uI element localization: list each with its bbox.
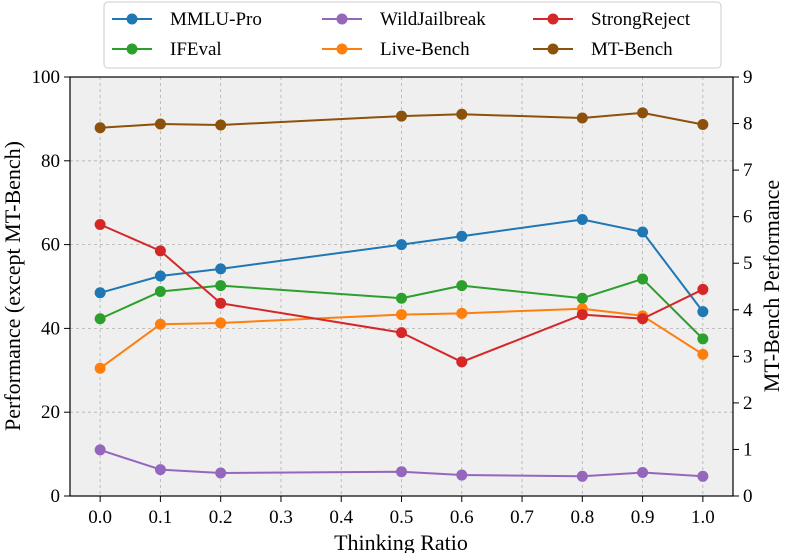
legend-swatch-marker-live-bench bbox=[336, 43, 348, 55]
y-right-tick-label: 8 bbox=[743, 114, 753, 135]
y-left-tick-label: 60 bbox=[41, 235, 60, 256]
data-point-mt-bench bbox=[697, 118, 709, 130]
axes: 0.0 0.1 0.2 0.3 0.4 0.5 0.6 0.7 0.8 0.9 1.00204060… bbox=[32, 67, 754, 528]
series-line-wildjailbreak bbox=[99, 448, 703, 478]
data-point-mmlu-pro bbox=[396, 239, 407, 251]
x-tick-label: 0.3 bbox=[269, 507, 293, 528]
x-tick-label: 0.6 bbox=[450, 507, 474, 528]
series-line-mmlu-pro bbox=[99, 218, 704, 313]
legend-label-mmlu-pro: MMLU-Pro bbox=[170, 9, 262, 30]
legend-label-live-bench: Live-Bench bbox=[380, 39, 470, 60]
data-point-strongreject bbox=[576, 309, 588, 321]
data-point-live-bench bbox=[94, 362, 106, 374]
data-point-ifeval bbox=[637, 273, 649, 285]
y-left-tick-label: 100 bbox=[32, 67, 61, 88]
y-right-tick-label: 3 bbox=[743, 346, 753, 367]
data-point-wildjailbreak bbox=[94, 444, 106, 456]
y-right-tick-label: 5 bbox=[743, 253, 753, 274]
data-point-mmlu-pro bbox=[154, 270, 166, 282]
data-point-live-bench bbox=[396, 309, 407, 321]
y-right-tick-label: 9 bbox=[743, 67, 753, 88]
y-axis-label-right: MT-Bench Performance bbox=[759, 180, 784, 392]
y-right-tick-label: 6 bbox=[743, 207, 753, 228]
y-left-tick-label: 20 bbox=[41, 402, 60, 423]
x-tick-label: 0.8 bbox=[570, 507, 594, 528]
data-point-mt-bench bbox=[154, 118, 166, 130]
legend: MMLU-Pro IFEval WildJailbreak Live-Bench Str… bbox=[103, 1, 722, 69]
data-point-ifeval bbox=[154, 286, 166, 298]
y-axis-label-left: Performance (except MT-Bench) bbox=[0, 141, 25, 431]
x-tick-label: 0.4 bbox=[329, 507, 353, 528]
data-point-ifeval bbox=[576, 292, 588, 304]
data-point-mmlu-pro bbox=[94, 287, 106, 299]
x-tick-label: 0.5 bbox=[390, 507, 414, 528]
x-tick-label: 0.7 bbox=[510, 507, 534, 528]
data-point-strongreject bbox=[94, 218, 106, 230]
series-line-ifeval bbox=[99, 277, 704, 340]
series-line-mt-bench bbox=[100, 111, 704, 129]
legend-label-strongreject: StrongReject bbox=[591, 9, 691, 30]
data-point-ifeval bbox=[697, 333, 709, 345]
data-point-strongreject bbox=[697, 283, 709, 295]
y-right-tick-label: 4 bbox=[743, 300, 753, 321]
data-point-wildjailbreak bbox=[697, 470, 709, 482]
legend-swatch-marker-wildjailbreak bbox=[336, 13, 348, 25]
legend-swatch-marker-mmlu-pro bbox=[126, 13, 138, 25]
data-point-ifeval bbox=[94, 313, 106, 325]
series-line-live-bench bbox=[99, 307, 704, 370]
x-axis-label: Thinking Ratio bbox=[334, 530, 468, 553]
legend-swatch-marker-mt-bench bbox=[547, 43, 559, 55]
data-point-strongreject bbox=[215, 297, 227, 309]
data-point-strongreject bbox=[154, 245, 166, 257]
data-point-wildjailbreak bbox=[456, 469, 468, 481]
y-left-tick-label: 80 bbox=[41, 151, 60, 172]
y-right-tick-label: 1 bbox=[743, 439, 753, 460]
data-point-mt-bench bbox=[456, 108, 468, 120]
data-point-mt-bench bbox=[396, 110, 407, 122]
data-point-wildjailbreak bbox=[154, 464, 166, 476]
data-point-ifeval bbox=[396, 292, 407, 304]
data-point-mmlu-pro bbox=[215, 263, 227, 275]
data-point-ifeval bbox=[456, 280, 468, 292]
data-point-mt-bench bbox=[576, 112, 588, 124]
legend-label-ifeval: IFEval bbox=[170, 39, 222, 60]
legend-swatch-marker-ifeval bbox=[126, 43, 138, 55]
data-point-mt-bench bbox=[94, 122, 106, 134]
data-point-strongreject bbox=[456, 356, 468, 368]
y-right-tick-label: 7 bbox=[743, 160, 753, 181]
data-point-wildjailbreak bbox=[396, 466, 407, 478]
x-tick-label: 1.0 bbox=[691, 507, 715, 528]
data-point-wildjailbreak bbox=[637, 467, 649, 479]
data-point-mt-bench bbox=[637, 107, 649, 119]
data-point-live-bench bbox=[154, 318, 166, 330]
legend-label-mt-bench: MT-Bench bbox=[591, 39, 673, 60]
y-left-tick-label: 0 bbox=[51, 486, 61, 507]
x-tick-label: 0.9 bbox=[631, 507, 655, 528]
data-point-live-bench bbox=[215, 317, 227, 329]
data-point-live-bench bbox=[697, 348, 709, 360]
data-point-wildjailbreak bbox=[576, 470, 588, 482]
x-tick-label: 0.1 bbox=[149, 507, 173, 528]
data-point-wildjailbreak bbox=[215, 467, 227, 479]
x-tick-label: 0.2 bbox=[209, 507, 233, 528]
data-point-mmlu-pro bbox=[456, 230, 468, 242]
y-right-tick-label: 2 bbox=[743, 393, 753, 414]
data-point-mmlu-pro bbox=[637, 226, 649, 238]
series-line-strongreject bbox=[99, 223, 704, 363]
data-point-mt-bench bbox=[215, 119, 227, 131]
x-tick-label: 0.0 bbox=[88, 507, 112, 528]
data-point-live-bench bbox=[456, 307, 468, 319]
legend-label-wildjailbreak: WildJailbreak bbox=[380, 9, 486, 30]
y-left-tick-label: 40 bbox=[41, 318, 60, 339]
data-point-mmlu-pro bbox=[576, 213, 588, 225]
data-point-mmlu-pro bbox=[697, 306, 709, 318]
y-right-tick-label: 0 bbox=[743, 486, 753, 507]
data-point-ifeval bbox=[215, 280, 227, 292]
series-layer bbox=[94, 107, 709, 482]
data-point-strongreject bbox=[396, 327, 407, 339]
legend-swatch-marker-strongreject bbox=[547, 13, 559, 25]
data-point-strongreject bbox=[637, 313, 649, 325]
